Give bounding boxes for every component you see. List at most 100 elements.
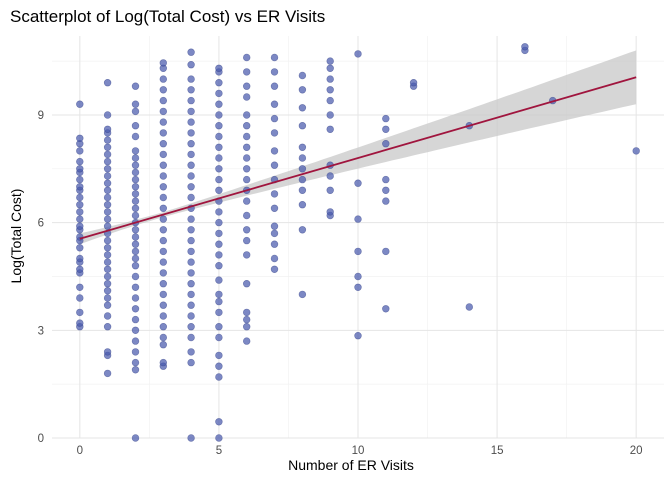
data-point [76,100,84,108]
data-point [103,244,112,252]
data-point [103,186,112,195]
fit-line-layer [79,76,637,240]
data-point [159,301,168,309]
data-point [215,276,223,284]
data-point [159,280,168,288]
data-point [159,183,168,191]
data-point [103,201,112,209]
data-point [354,272,362,281]
data-point [270,240,279,248]
data-point [382,197,390,205]
data-point [76,319,84,327]
data-point [76,147,84,155]
data-point [103,287,112,295]
data-point [326,186,334,195]
data-point [215,143,223,152]
data-point [382,140,390,148]
data-point [215,165,223,173]
data-point [103,78,112,87]
data-point [215,351,223,360]
x-tick-label: 15 [491,445,504,457]
data-point [270,190,279,198]
data-point [187,258,195,266]
data-point [298,175,307,184]
data-point [187,301,195,309]
y-axis-ticks: 0 3 6 9 [38,110,44,445]
data-point [243,111,251,119]
data-point [187,75,195,83]
data-point [243,143,251,152]
data-point [103,258,112,266]
data-point [298,290,307,299]
data-point [187,161,195,169]
data-point [187,96,195,105]
data-point [131,348,140,356]
data-point [159,140,168,148]
data-point [215,373,223,381]
data-point [270,147,279,155]
data-point [187,358,195,367]
data-point [215,418,223,426]
data-point [326,172,334,180]
data-point [215,78,223,87]
data-point [159,226,168,234]
data-point [103,143,112,152]
y-tick-label: 6 [38,218,44,230]
data-point [159,204,168,213]
data-point [159,341,168,349]
data-point [243,93,251,101]
data-point [187,48,195,56]
data-point [298,86,307,94]
data-point [159,358,168,367]
data-point [215,132,223,141]
data-point [187,215,195,223]
data-point [382,305,390,313]
data-point [131,434,140,442]
data-point [187,86,195,94]
data-point [103,150,112,159]
data-point [187,140,195,148]
data-point [187,107,195,116]
data-point [76,222,84,230]
data-point [131,211,140,220]
data-point [131,204,140,213]
data-point [131,283,140,291]
data-point [131,147,140,155]
data-point [187,193,195,202]
data-point [298,201,307,209]
data-point [131,358,140,367]
data-point [521,43,529,51]
data-point [243,154,251,162]
data-point [270,53,279,62]
data-point [243,121,251,130]
data-point [159,215,168,223]
data-point [243,323,251,331]
data-point [215,434,223,442]
data-point [131,337,140,345]
data-point [215,64,223,73]
data-point [131,197,140,205]
data-point [103,157,112,166]
y-axis-label: Log(Total Cost) [8,189,24,284]
data-point [103,208,112,216]
data-point [131,82,140,90]
data-point [76,175,84,184]
data-point [159,236,168,245]
data-point [159,161,168,169]
data-point [131,121,140,130]
data-point [215,100,223,108]
data-point [76,244,84,252]
data-point [243,280,251,288]
data-point [103,348,112,356]
data-point [103,172,112,180]
data-point [270,114,279,123]
data-point [354,50,362,58]
data-point [187,290,195,299]
data-point [159,75,168,83]
data-point [215,323,223,331]
data-point [298,186,307,195]
data-point [215,154,223,162]
data-point [270,254,279,263]
data-point [131,326,140,334]
